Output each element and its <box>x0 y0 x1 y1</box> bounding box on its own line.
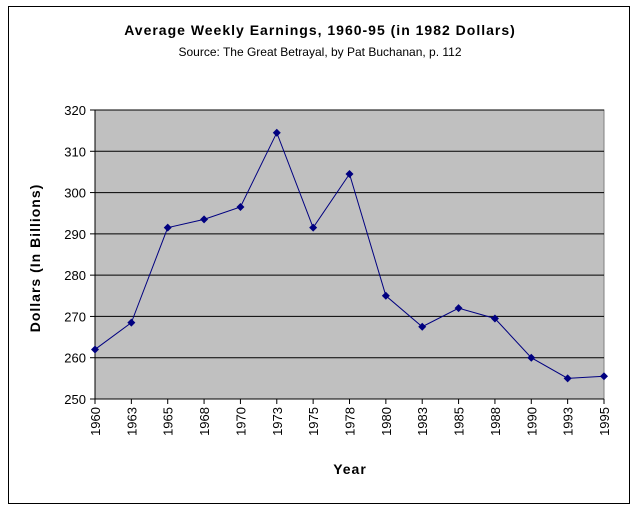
x-tick-label: 1990 <box>524 407 539 436</box>
y-tick-label: 300 <box>64 186 86 201</box>
data-point <box>454 304 463 313</box>
chart-title: Average Weekly Earnings, 1960-95 (in 198… <box>124 22 516 38</box>
data-point <box>127 318 136 327</box>
x-tick-label: 1963 <box>124 407 139 436</box>
data-point <box>563 374 572 383</box>
y-tick-label: 320 <box>64 103 86 118</box>
y-tick-label: 290 <box>64 227 86 242</box>
x-tick-label: 1960 <box>88 407 103 436</box>
x-tick-label: 1965 <box>161 407 176 436</box>
data-point <box>527 353 536 362</box>
data-point <box>600 372 608 381</box>
x-tick-label: 1988 <box>488 407 503 436</box>
data-point <box>309 223 318 232</box>
x-tick-label: 1995 <box>597 407 612 436</box>
x-tick-label: 1978 <box>343 407 358 436</box>
y-tick-label: 270 <box>64 309 86 324</box>
y-tick-label: 260 <box>64 351 86 366</box>
x-tick-label: 1993 <box>561 407 576 436</box>
y-tick-label: 280 <box>64 268 86 283</box>
data-point <box>418 322 427 331</box>
data-point <box>272 128 281 137</box>
data-point <box>345 169 354 178</box>
plot-area <box>94 109 605 400</box>
data-point <box>490 314 499 323</box>
y-axis-ticks: 250 260 270 280 290 300 310 320 <box>64 103 96 407</box>
data-point <box>200 215 209 224</box>
y-tick-label: 310 <box>64 144 86 159</box>
x-tick-label: 1985 <box>452 407 467 436</box>
x-tick-label: 1973 <box>270 407 285 436</box>
x-tick-label: 1968 <box>197 407 212 436</box>
x-tick-label: 1983 <box>415 407 430 436</box>
y-tick-label: 250 <box>64 392 86 407</box>
data-point <box>91 345 99 354</box>
chart-subtitle: Source: The Great Betrayal, by Pat Bucha… <box>178 45 461 59</box>
x-axis-title: Year <box>333 461 367 477</box>
x-tick-label: 1980 <box>379 407 394 436</box>
x-tick-label: 1970 <box>233 407 248 436</box>
data-point <box>236 203 245 212</box>
x-axis-ticks: 1960 1963 1965 1968 1970 1973 1975 1978 1980 1983… <box>88 398 612 436</box>
y-axis-title: Dollars (In Billions) <box>27 184 43 333</box>
series-layer <box>91 128 608 383</box>
x-tick-label: 1975 <box>306 407 321 436</box>
data-point <box>381 291 390 300</box>
data-point <box>163 223 172 232</box>
